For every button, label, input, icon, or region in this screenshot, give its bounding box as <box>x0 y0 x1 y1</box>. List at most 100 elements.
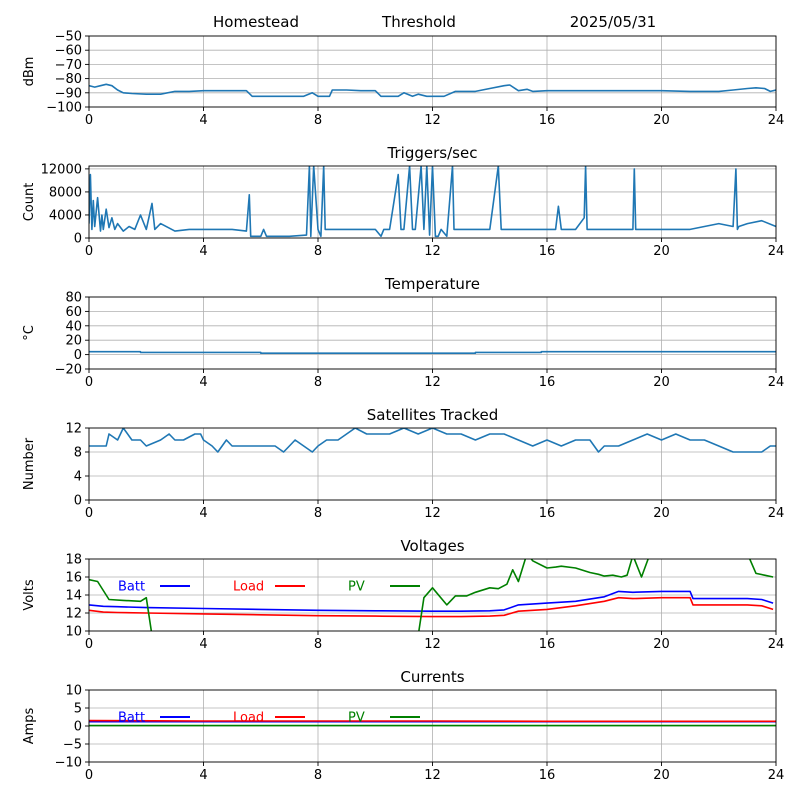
x-tick-label: 24 <box>768 244 785 259</box>
x-tick-label: 8 <box>314 637 322 652</box>
x-tick-label: 24 <box>768 768 785 783</box>
y-axis-label: Amps <box>22 707 37 744</box>
x-tick-label: 0 <box>85 113 93 128</box>
y-tick-label: 8 <box>74 446 82 461</box>
chart-title: Voltages <box>400 537 464 555</box>
chart-panel-4: 0 4 8 12 16 20 24 0 4 8 12 Satellites Tracked Number <box>22 406 784 521</box>
y-tick-label: −60 <box>55 44 82 59</box>
x-tick-label: 12 <box>424 768 441 783</box>
chart-title: Temperature <box>384 275 480 293</box>
x-tick-label: 20 <box>653 113 670 128</box>
chart-title: Triggers/sec <box>387 144 478 162</box>
x-tick-label: 12 <box>424 113 441 128</box>
x-tick-label: 8 <box>314 244 322 259</box>
header-date: 2025/05/31 <box>570 13 656 31</box>
x-tick-label: 16 <box>539 768 556 783</box>
x-tick-label: 0 <box>85 637 93 652</box>
legend-label-load: Load <box>233 580 264 595</box>
plot-area <box>89 428 776 453</box>
y-axis-label: Number <box>22 437 37 490</box>
y-tick-label: 60 <box>65 305 82 320</box>
x-tick-label: 0 <box>85 768 93 783</box>
x-tick-label: 20 <box>653 506 670 521</box>
y-tick-label: −50 <box>55 30 82 45</box>
series-line <box>89 350 776 355</box>
x-tick-label: 16 <box>539 113 556 128</box>
y-tick-label: 16 <box>65 571 82 586</box>
x-tick-label: 24 <box>768 637 785 652</box>
y-tick-label: 14 <box>65 589 82 604</box>
legend-label-batt: Batt <box>118 711 145 726</box>
y-tick-label: 80 <box>65 291 82 306</box>
y-tick-label: 12 <box>65 422 82 437</box>
chart-panel-2: 0 4 8 12 16 20 24 0 4000 8000 12000 Triggers/sec Cou… <box>22 144 784 259</box>
x-tick-label: 4 <box>199 637 207 652</box>
y-tick-label: −80 <box>55 72 82 87</box>
series-line <box>89 428 776 453</box>
x-tick-label: 8 <box>314 375 322 390</box>
y-tick-label: −90 <box>55 86 82 101</box>
x-tick-label: 12 <box>424 375 441 390</box>
x-tick-label: 20 <box>653 244 670 259</box>
y-tick-label: 4 <box>74 470 82 485</box>
series-line <box>89 83 776 98</box>
y-tick-label: −100 <box>46 101 82 116</box>
x-tick-label: 20 <box>653 375 670 390</box>
y-tick-label: 4000 <box>49 208 82 223</box>
x-tick-label: 12 <box>424 637 441 652</box>
x-tick-label: 8 <box>314 113 322 128</box>
x-tick-label: 4 <box>199 244 207 259</box>
x-tick-label: 16 <box>539 637 556 652</box>
y-tick-label: 12 <box>65 607 82 622</box>
plot-area <box>89 166 776 238</box>
x-tick-label: 12 <box>424 244 441 259</box>
x-tick-label: 24 <box>768 506 785 521</box>
series-line-pv <box>89 559 774 631</box>
y-tick-label: 10 <box>65 625 82 640</box>
series-line-load <box>89 719 776 723</box>
plot-area <box>89 83 776 98</box>
x-tick-label: 4 <box>199 506 207 521</box>
header-site: Homestead <box>213 13 299 31</box>
x-tick-label: 24 <box>768 375 785 390</box>
plot-area <box>89 350 776 355</box>
chart-title: Currents <box>400 668 464 686</box>
y-tick-label: −70 <box>55 58 82 73</box>
y-tick-label: 0 <box>74 232 82 247</box>
x-tick-label: 0 <box>85 506 93 521</box>
y-axis-label: Volts <box>22 579 37 611</box>
x-tick-label: 4 <box>199 375 207 390</box>
series-line-load <box>89 596 774 618</box>
legend-label-pv: PV <box>348 580 365 595</box>
x-tick-label: 0 <box>85 244 93 259</box>
legend: Batt Load PV <box>118 580 420 595</box>
y-tick-label: 18 <box>65 553 82 568</box>
chart-panel-5: 0 4 8 12 16 20 24 10 12 14 16 18 Voltages Volts Batt Lo… <box>22 537 784 652</box>
y-tick-label: 10 <box>65 684 82 699</box>
x-tick-label: 20 <box>653 637 670 652</box>
legend-label-load: Load <box>233 711 264 726</box>
legend-label-batt: Batt <box>118 580 145 595</box>
y-tick-label: 0 <box>74 494 82 509</box>
header-label: Threshold <box>381 13 456 31</box>
y-axis-label: Count <box>22 183 37 222</box>
x-tick-label: 16 <box>539 244 556 259</box>
x-tick-label: 16 <box>539 375 556 390</box>
x-tick-label: 24 <box>768 113 785 128</box>
y-tick-label: −10 <box>55 756 82 771</box>
x-tick-label: 16 <box>539 506 556 521</box>
x-tick-label: 20 <box>653 768 670 783</box>
y-tick-label: 5 <box>74 702 82 717</box>
chart-panel-1: 0 4 8 12 16 20 24 −100−90−80−70−60−50 dBm <box>22 30 784 129</box>
plot-area <box>89 719 776 727</box>
x-tick-label: 4 <box>199 768 207 783</box>
y-tick-label: 0 <box>74 348 82 363</box>
series-line <box>89 166 776 238</box>
y-tick-label: 0 <box>74 720 82 735</box>
chart-title: Satellites Tracked <box>367 406 498 424</box>
legend-label-pv: PV <box>348 711 365 726</box>
